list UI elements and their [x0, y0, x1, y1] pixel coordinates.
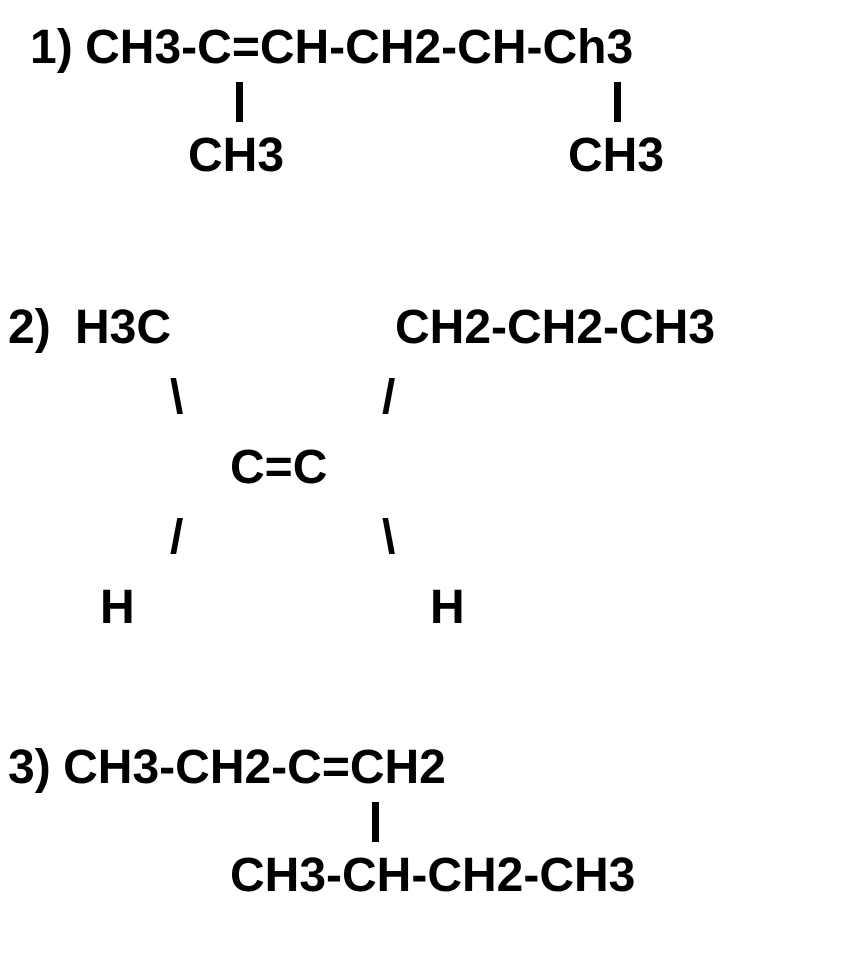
structure-2-number: 2) — [8, 300, 51, 355]
structure-2-slash-tl: \ — [170, 370, 183, 425]
structure-2-top-left: H3C — [75, 300, 171, 355]
structure-3-number: 3) — [8, 741, 51, 794]
structure-1-bond-2 — [614, 82, 621, 122]
structure-2-slash-tr: / — [382, 370, 395, 425]
structure-1-number: 1) — [30, 21, 73, 74]
structure-1-bond-1 — [236, 82, 243, 122]
structure-2-slash-br: \ — [382, 510, 395, 565]
structure-3-branch: CH3-CH-CH2-CH3 — [230, 848, 635, 903]
structure-2-top-right: CH2-CH2-CH3 — [395, 300, 715, 355]
structure-3-bond — [372, 802, 379, 842]
structure-1-mainchain: CH3-C=CH-CH2-CH-Ch3 — [85, 21, 633, 74]
structure-1-line1: 1) CH3-C=CH-CH2-CH-Ch3 — [30, 20, 633, 75]
structure-2-slash-bl: / — [170, 510, 183, 565]
structure-1-branch-1: CH3 — [188, 128, 284, 183]
structure-2-bottom-right: H — [430, 580, 465, 635]
structure-2-center: C=C — [230, 440, 327, 495]
structure-1-branch-2: CH3 — [568, 128, 664, 183]
structure-3-line1: 3) CH3-CH2-C=CH2 — [8, 740, 446, 795]
structure-3-mainchain: CH3-CH2-C=CH2 — [63, 741, 446, 794]
structure-2-bottom-left: H — [100, 580, 135, 635]
